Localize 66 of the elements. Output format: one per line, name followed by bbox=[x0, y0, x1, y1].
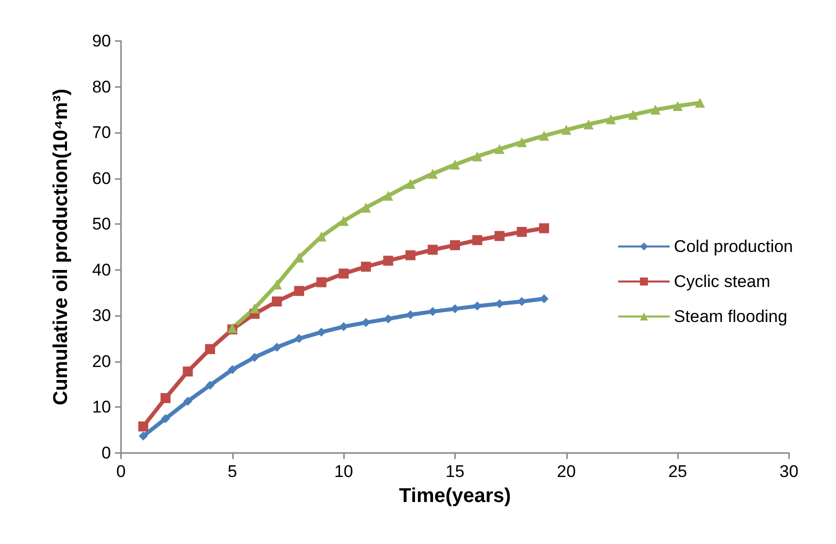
point bbox=[161, 414, 170, 424]
x-tick-label: 30 bbox=[780, 462, 798, 481]
y-tick-label: 40 bbox=[92, 260, 111, 280]
point bbox=[405, 178, 416, 189]
y-tick-label: 30 bbox=[92, 306, 111, 326]
y-tick-label: 90 bbox=[92, 32, 111, 50]
point bbox=[539, 130, 550, 141]
x-tick-label: 10 bbox=[334, 462, 354, 481]
y-axis-title: Cumulative oil production(10⁴m³) bbox=[50, 88, 72, 406]
point bbox=[650, 104, 660, 115]
point bbox=[316, 277, 326, 288]
point bbox=[250, 303, 260, 314]
legend-label: Cold production bbox=[674, 237, 794, 256]
point bbox=[360, 262, 371, 272]
legend-label: Steam flooding bbox=[674, 307, 788, 326]
y-tick-label: 10 bbox=[92, 398, 111, 417]
point bbox=[606, 114, 616, 124]
point bbox=[584, 119, 594, 130]
point bbox=[272, 296, 282, 306]
point bbox=[383, 190, 394, 201]
y-tick-label: 0 bbox=[102, 444, 111, 462]
point bbox=[472, 151, 482, 162]
point bbox=[494, 231, 505, 242]
point bbox=[205, 344, 216, 354]
point bbox=[294, 286, 304, 296]
point bbox=[428, 168, 438, 179]
point bbox=[516, 137, 527, 148]
x-tick-label: 15 bbox=[446, 462, 464, 481]
point bbox=[360, 202, 371, 213]
point bbox=[228, 365, 237, 374]
point bbox=[182, 366, 193, 377]
point bbox=[561, 124, 572, 135]
point bbox=[383, 256, 394, 266]
point bbox=[272, 342, 282, 352]
y-tick-label: 50 bbox=[92, 214, 111, 234]
point bbox=[338, 216, 349, 226]
point bbox=[672, 101, 683, 112]
point bbox=[494, 144, 505, 154]
point bbox=[183, 396, 192, 406]
y-tick-label: 70 bbox=[92, 123, 111, 142]
point bbox=[138, 432, 148, 441]
point bbox=[316, 328, 326, 337]
point bbox=[450, 304, 460, 314]
y-tick-label: 80 bbox=[92, 77, 111, 96]
point bbox=[472, 235, 482, 246]
legend-label: Cyclic steam bbox=[674, 272, 770, 291]
point bbox=[694, 98, 705, 108]
point bbox=[450, 160, 460, 170]
point bbox=[138, 421, 148, 432]
point bbox=[250, 352, 260, 362]
x-tick-label: 0 bbox=[116, 462, 126, 481]
point bbox=[405, 250, 416, 260]
x-tick-label: 25 bbox=[668, 462, 688, 481]
point bbox=[206, 380, 215, 390]
y-tick-label: 60 bbox=[92, 168, 111, 188]
point bbox=[539, 223, 550, 234]
point bbox=[428, 244, 438, 255]
point bbox=[338, 268, 349, 279]
x-tick-label: 5 bbox=[228, 462, 238, 481]
x-axis-title: Time(years) bbox=[399, 485, 511, 507]
y-tick-label: 20 bbox=[92, 352, 111, 371]
point bbox=[450, 240, 460, 250]
point bbox=[628, 110, 638, 120]
x-tick-label: 20 bbox=[556, 462, 576, 481]
point bbox=[160, 393, 171, 404]
point bbox=[516, 226, 527, 237]
